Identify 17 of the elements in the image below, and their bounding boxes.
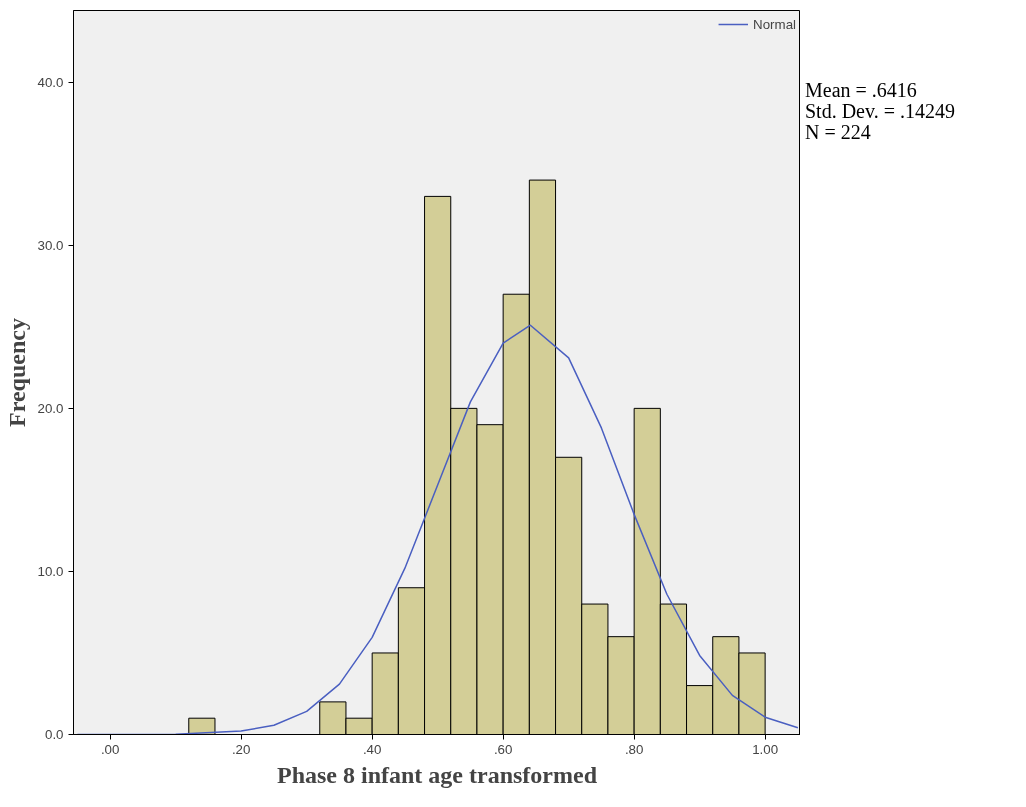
x-tick-label: .00	[100, 741, 120, 757]
x-tick-label: 1.00	[752, 741, 779, 757]
legend-label: Normal	[753, 16, 796, 32]
text: Mean = .6416	[805, 79, 917, 101]
x-tick-label: .80	[624, 741, 644, 757]
y-axis-title: Frequency	[3, 318, 30, 427]
x-tick-label: .60	[493, 741, 513, 757]
y-tick-label: 30.0	[37, 237, 64, 253]
y-tick-label: 0.0	[44, 727, 64, 742]
y-tick-label: 40.0	[37, 74, 64, 90]
text: Std. Dev. = .14249	[805, 100, 955, 122]
y-tick-label: 20.0	[37, 400, 64, 416]
text: N = 224	[805, 121, 871, 143]
x-tick-label: .40	[362, 741, 382, 757]
y-tick-label: 10.0	[37, 563, 64, 579]
x-tick-label: .20	[231, 741, 251, 757]
x-axis-title: Phase 8 infant age transformed	[277, 761, 598, 788]
